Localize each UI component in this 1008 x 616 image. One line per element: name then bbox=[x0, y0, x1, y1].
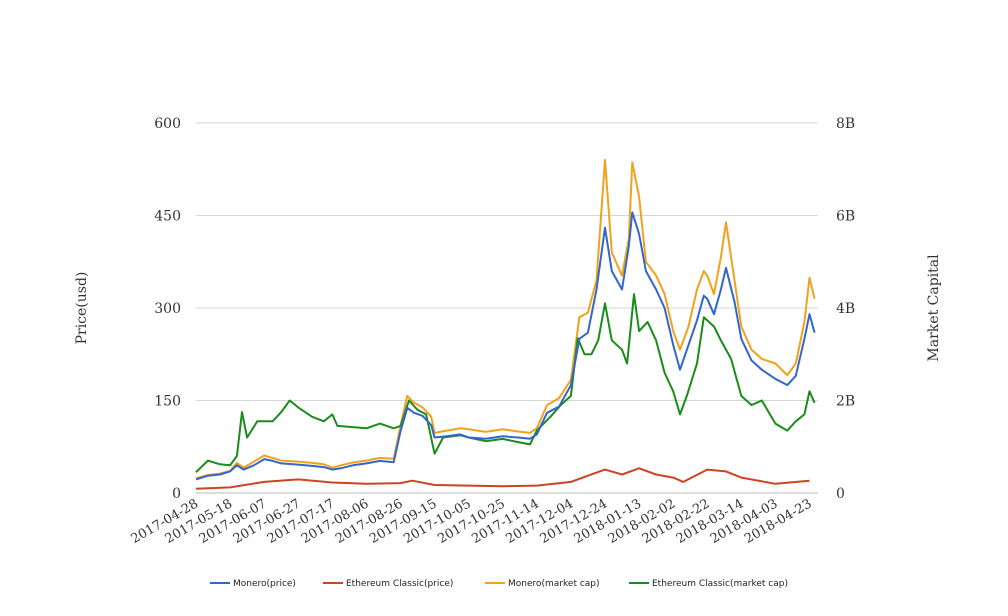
left-y-tick-label: 300 bbox=[154, 301, 181, 317]
right-y-tick-label: 0 bbox=[836, 486, 845, 502]
left-y-tick-label: 450 bbox=[154, 209, 181, 225]
legend-label: Ethereum Classic(market cap) bbox=[652, 579, 788, 589]
legend-label: Monero(market cap) bbox=[508, 579, 600, 589]
legend-item: Ethereum Classic(price) bbox=[323, 579, 453, 589]
series-line-monero-price bbox=[195, 211, 816, 481]
right-y-axis-title: Market Capital bbox=[926, 254, 942, 362]
series-line-monero-market-cap bbox=[195, 159, 816, 480]
left-y-tick-label: 600 bbox=[154, 116, 181, 132]
series-line-ethereum-classic-market-cap bbox=[195, 293, 816, 473]
right-y-tick-label: 6B bbox=[836, 209, 855, 225]
left-y-axis-ticks: 0 150 300 450 600 bbox=[154, 116, 181, 502]
legend-label: Monero(price) bbox=[233, 579, 296, 589]
left-y-tick-label: 0 bbox=[172, 486, 181, 502]
left-y-tick-label: 150 bbox=[154, 394, 181, 410]
series-line-ethereum-classic-price bbox=[195, 467, 810, 490]
left-y-axis-title: Price(usd) bbox=[74, 272, 90, 345]
legend-label: Ethereum Classic(price) bbox=[346, 579, 453, 589]
legend-item: Monero(market cap) bbox=[485, 579, 600, 589]
legend: Monero(price) Ethereum Classic(price) Mone… bbox=[210, 579, 788, 589]
series-lines bbox=[195, 159, 816, 490]
legend-item: Ethereum Classic(market cap) bbox=[629, 579, 788, 589]
right-y-tick-label: 2B bbox=[836, 394, 855, 410]
right-y-axis-ticks: 0 2B 4B 6B 8B bbox=[836, 116, 855, 502]
gridlines bbox=[196, 122, 818, 494]
legend-item: Monero(price) bbox=[210, 579, 296, 589]
right-y-tick-label: 4B bbox=[836, 301, 855, 317]
right-y-tick-label: 8B bbox=[836, 116, 855, 132]
x-axis-ticks: 2017-04-282017-05-182017-06-072017-06-27… bbox=[129, 496, 815, 546]
